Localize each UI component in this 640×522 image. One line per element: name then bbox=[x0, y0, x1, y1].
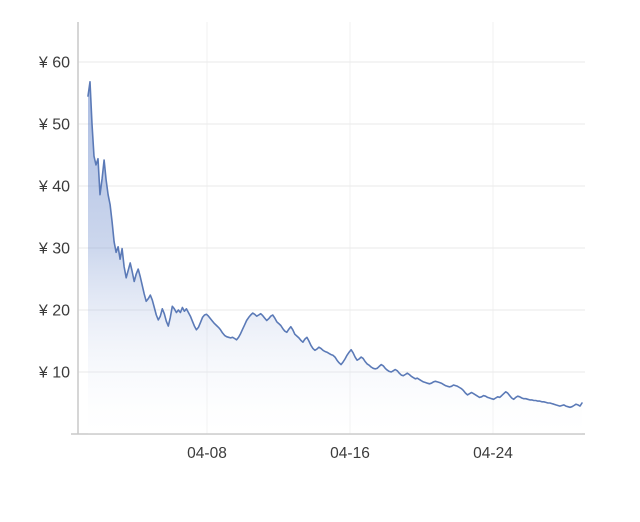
plot-area[interactable] bbox=[78, 22, 585, 434]
series-layer bbox=[87, 81, 583, 435]
y-axis-label: ¥ 40 bbox=[38, 179, 70, 196]
price-area-fill bbox=[88, 81, 582, 435]
y-axis-label: ¥ 10 bbox=[38, 365, 70, 382]
y-axis-label: ¥ 60 bbox=[38, 55, 70, 72]
y-axis-label: ¥ 20 bbox=[38, 303, 70, 320]
price-line bbox=[87, 81, 583, 409]
x-axis-label: 04-08 bbox=[187, 445, 227, 462]
y-axis-label: ¥ 50 bbox=[38, 117, 70, 134]
label-layer: ¥ 60 ¥ 50 ¥ 40 ¥ 30 ¥ 20 ¥ 10 04-08 04-16 04-24 bbox=[38, 55, 513, 462]
y-axis-label: ¥ 30 bbox=[38, 241, 70, 258]
x-axis-label: 04-16 bbox=[330, 445, 370, 462]
x-axis-label: 04-24 bbox=[473, 445, 513, 462]
